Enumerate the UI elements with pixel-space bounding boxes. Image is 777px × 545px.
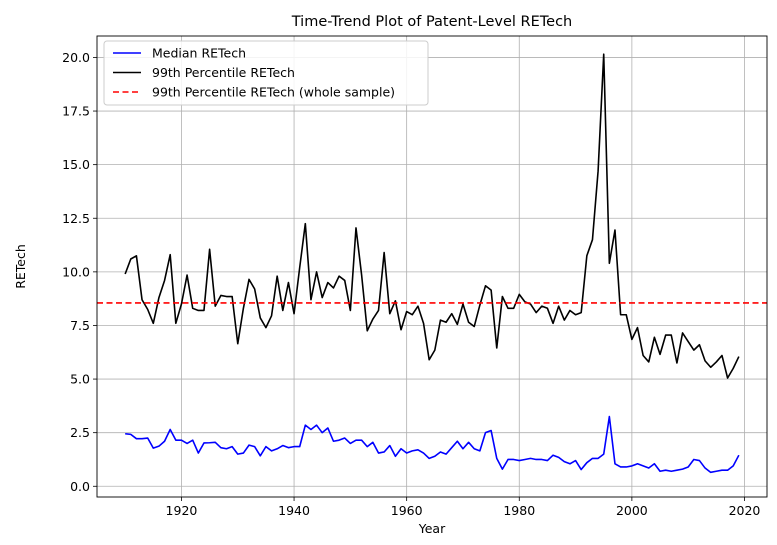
x-tick-label: 1920 [166,503,198,518]
legend-box [103,40,429,106]
grid [97,36,767,497]
series-line-2 [124,53,740,379]
legend-label-1: Median RETech [152,46,246,61]
legend: Median RETech 99th Percentile RETech 99th … [103,40,429,106]
x-tick-label: 2000 [616,503,648,518]
x-tick-label: 1980 [503,503,535,518]
legend-label-3: 99th Percentile RETech (whole sample) [152,85,395,100]
x-axis-title: Year [418,521,446,536]
y-tick-label: 20.0 [62,50,90,65]
x-tick-label: 1960 [391,503,423,518]
x-tick-label: 1940 [278,503,310,518]
series-line-1 [125,415,740,474]
y-tick-label: 0.0 [70,479,90,494]
y-tick-label: 7.5 [70,318,90,333]
chart-title: Time-Trend Plot of Patent-Level RETech [291,14,573,30]
y-tick-label: 17.5 [62,104,90,119]
y-axis-title: RETech [13,244,28,289]
x-tick-label: 2020 [729,503,761,518]
y-tick-label: 5.0 [70,372,90,387]
y-tick-label: 2.5 [70,425,90,440]
y-tick-label: 10.0 [62,264,90,279]
series-layer [97,53,767,474]
plot-frame [96,35,768,498]
y-tick-label: 12.5 [62,211,90,226]
axis-ticks: 1920 1940 1960 1980 2000 2020 0.0 2.5 5.0 7.5 10.0… [62,50,760,518]
y-tick-label: 15.0 [62,157,90,172]
legend-label-2: 99th Percentile RETech [152,65,295,80]
